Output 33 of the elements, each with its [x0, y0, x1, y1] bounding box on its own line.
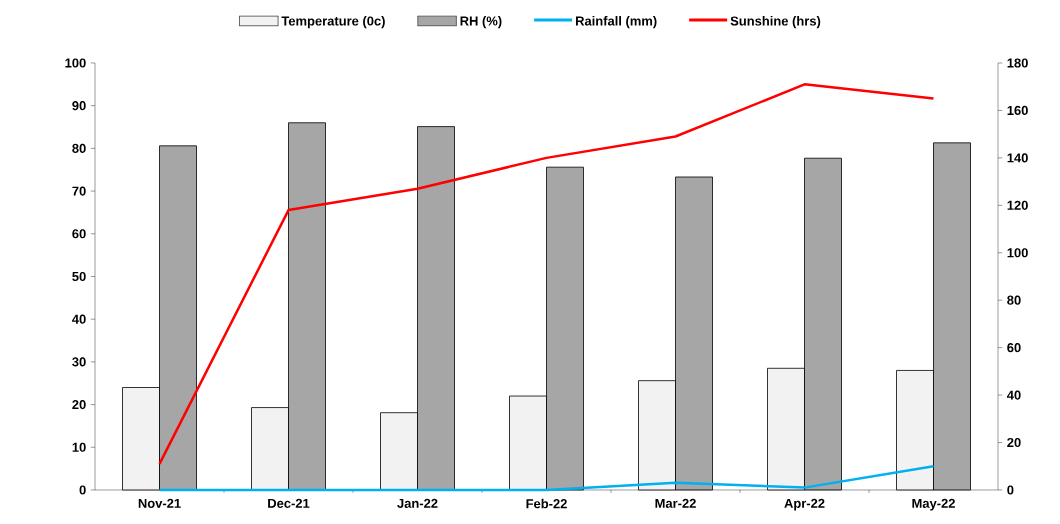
x-tick-label: May-22: [912, 498, 955, 511]
y-tick-label: 100: [65, 58, 86, 68]
x-tick-label: Dec-21: [268, 498, 310, 508]
y-tick-label: 20: [72, 400, 86, 410]
y2-tick-label: 160: [1007, 105, 1028, 116]
y-tick-label: 30: [72, 357, 86, 367]
y2-tick-label: 100: [1007, 248, 1028, 258]
line-series: [158, 83, 935, 466]
y2-tick-label: 180: [1007, 58, 1028, 68]
y-tick-label: 60: [72, 229, 86, 239]
y2-tick-label: 60: [1007, 343, 1021, 353]
x-tick-label: Jan-22: [397, 498, 438, 508]
legend-label: RH (%): [460, 16, 502, 29]
legend-label: Temperature (0c): [281, 16, 385, 29]
y-tick-label: 40: [72, 314, 86, 324]
x-tick-label: Feb-22: [526, 498, 567, 509]
y2-tick-label: 120: [1007, 200, 1028, 210]
y-tick-label: 90: [72, 101, 86, 111]
y-tick-label: 10: [72, 442, 86, 452]
y2-tick-label: 0: [1007, 485, 1014, 495]
y-tick-label: 0: [79, 485, 86, 495]
y2-tick-label: 80: [1007, 295, 1021, 305]
x-tick-label: Apr-22: [784, 498, 825, 511]
y2-tick-label: 140: [1007, 153, 1028, 163]
y-tick-label: 70: [72, 186, 86, 196]
y-tick-label: 50: [72, 271, 86, 282]
legend-label: Sunshine (hrs): [730, 16, 821, 29]
y2-tick-label: 40: [1006, 390, 1021, 400]
x-tick-label: Mar-22: [655, 498, 696, 508]
y-tick-label: 80: [72, 143, 86, 153]
legend-label: Rainfall (mm): [576, 16, 657, 29]
y2-tick-label: 20: [1007, 437, 1021, 448]
x-tick-label: Nov-21: [138, 498, 181, 508]
